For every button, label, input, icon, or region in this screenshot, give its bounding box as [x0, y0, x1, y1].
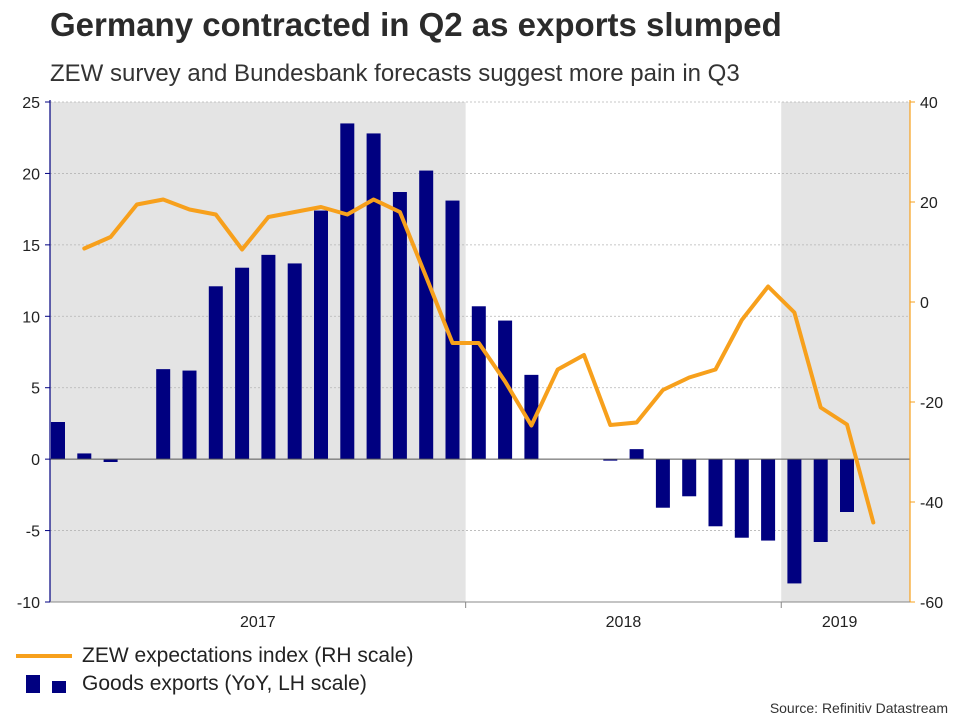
export-bar [813, 459, 828, 542]
export-bar [603, 459, 618, 461]
export-bar [655, 459, 670, 508]
export-bar [787, 459, 802, 584]
export-bar [103, 459, 118, 462]
left-tick-label: 0 [31, 452, 40, 469]
export-bar [392, 192, 407, 460]
export-bar [340, 123, 355, 460]
export-bar [840, 459, 854, 512]
legend-label-zew: ZEW expectations index (RH scale) [82, 644, 414, 667]
x-tick-label: 2019 [822, 614, 858, 631]
export-bar [708, 459, 723, 527]
export-bar [261, 254, 276, 460]
x-tick-label: 2017 [240, 614, 276, 631]
source-note: Source: Refinitiv Datastream [769, 700, 948, 716]
export-bar [366, 133, 381, 460]
legend-bar-swatch [16, 675, 72, 693]
export-bar [182, 370, 197, 460]
left-tick-label: 15 [22, 238, 40, 255]
export-bar [498, 320, 513, 460]
legend-item-exports: Goods exports (YoY, LH scale) [16, 670, 413, 698]
zew-line [82, 197, 876, 525]
right-tick-label: 20 [920, 195, 938, 212]
legend-line-swatch [16, 654, 72, 658]
right-tick-label: 0 [920, 295, 929, 312]
export-bar [629, 449, 644, 460]
export-bar [471, 306, 486, 460]
left-tick-label: 5 [31, 381, 40, 398]
legend-item-zew: ZEW expectations index (RH scale) [16, 642, 413, 670]
export-bar [682, 459, 697, 497]
export-bar [524, 374, 539, 460]
shaded-band-2019 [781, 102, 910, 602]
legend: ZEW expectations index (RH scale) Goods … [16, 642, 413, 698]
export-bar [734, 459, 749, 538]
export-bar [235, 267, 250, 460]
x-tick-label: 2018 [606, 614, 642, 631]
right-tick-label: -60 [920, 595, 943, 612]
export-bar [419, 170, 434, 460]
export-bar [761, 459, 776, 541]
right-tick-label: -40 [920, 495, 943, 512]
export-bar [156, 369, 171, 460]
export-bar [51, 422, 65, 460]
legend-label-exports: Goods exports (YoY, LH scale) [82, 672, 367, 695]
export-bar [287, 263, 302, 460]
left-tick-label: 20 [22, 166, 40, 183]
export-bar [314, 210, 328, 460]
chart-title: Germany contracted in Q2 as exports slum… [50, 6, 782, 43]
export-bar [77, 453, 92, 460]
left-tick-label: 10 [22, 309, 40, 326]
right-tick-label: -20 [920, 395, 943, 412]
left-tick-label: -10 [17, 595, 40, 612]
export-bar [208, 286, 223, 460]
right-tick-label: 40 [920, 95, 938, 112]
left-tick-label: -5 [26, 524, 40, 541]
left-tick-label: 25 [22, 95, 40, 112]
chart-subtitle: ZEW survey and Bundesbank forecasts sugg… [50, 60, 740, 87]
export-bar [445, 200, 460, 460]
